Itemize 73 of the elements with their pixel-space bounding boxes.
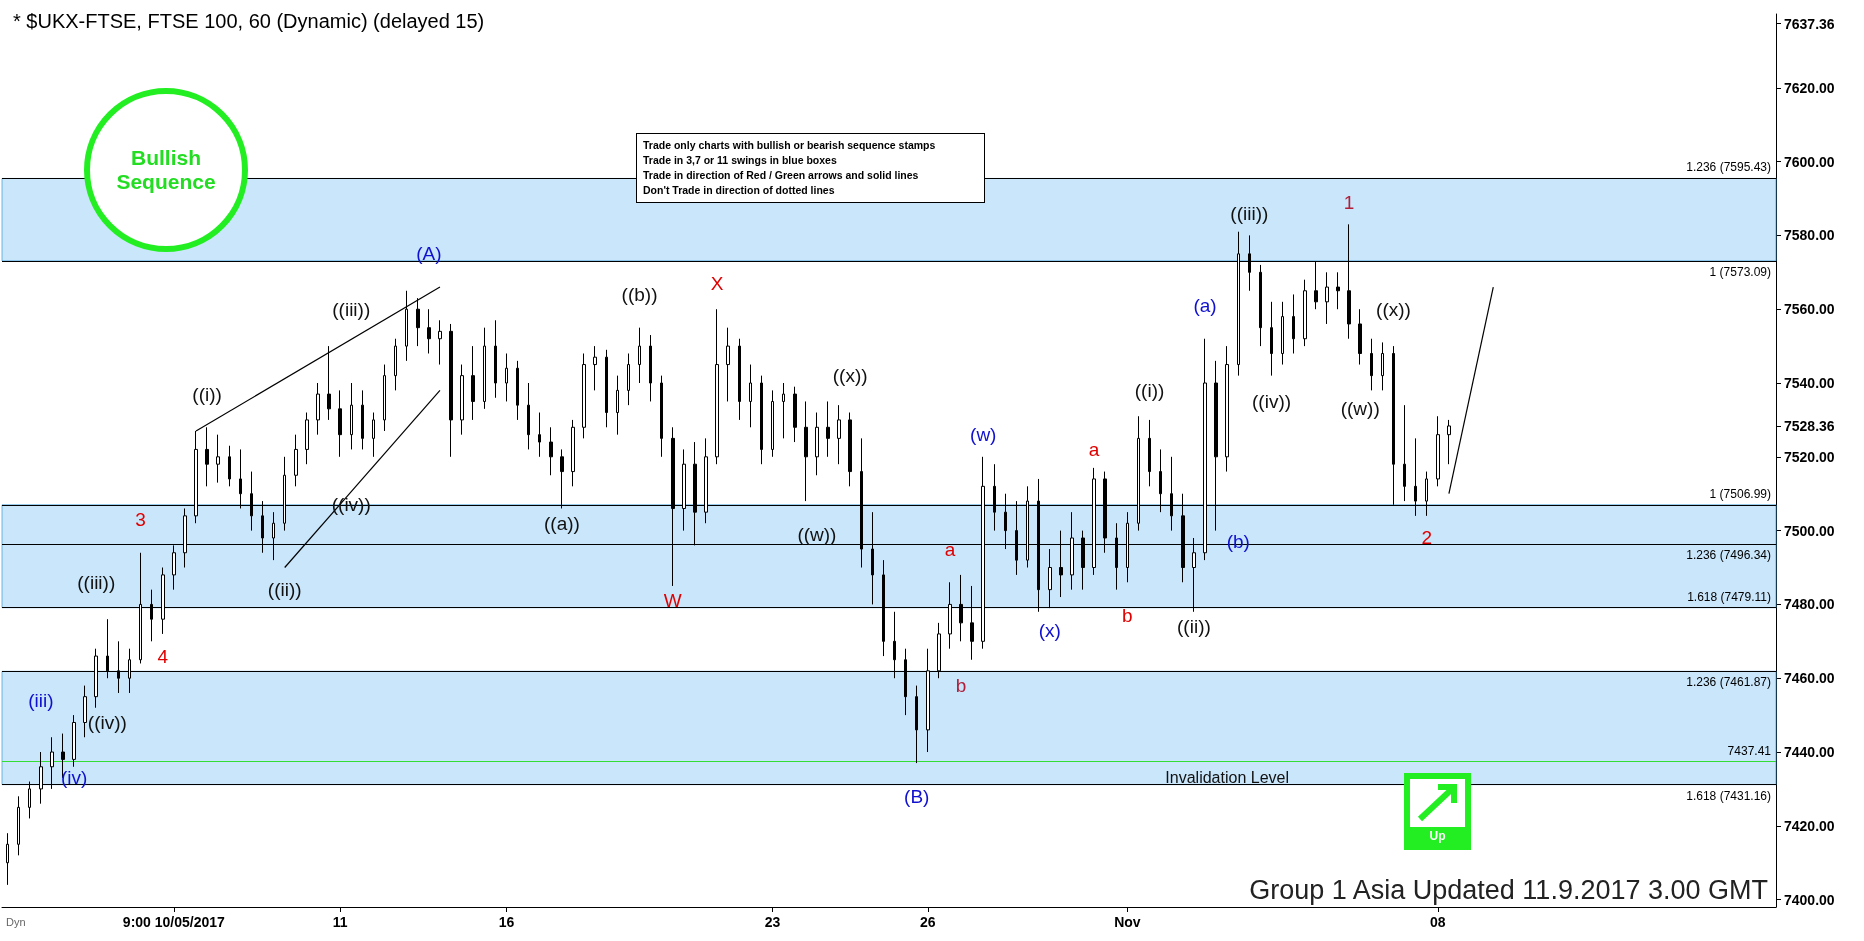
annotation: ((iv)) (1252, 390, 1292, 412)
x-tick-label: 11 (332, 914, 348, 930)
annotation: Trade in 3,7 or 11 swings in blue boxes (643, 153, 838, 168)
text: Dyn (6, 916, 26, 928)
y-tick-label: 7500.00 (1784, 522, 1835, 539)
annotation: ((w)) (1340, 398, 1380, 420)
annotation: 1 (1343, 191, 1355, 213)
annotation: Trade in direction of Red / Green arrows and solid lines (643, 168, 920, 183)
annotation: (iii) (28, 689, 54, 711)
annotation: (A) (416, 243, 442, 265)
annotation: ((i)) (1134, 379, 1165, 401)
annotation: Bullish Sequence (115, 146, 217, 194)
annotation: ((iv)) (87, 712, 127, 733)
annotation: b (955, 675, 967, 697)
y-tick-label: 7400.00 (1784, 891, 1835, 908)
ref-line-label: 1.236 (7496.34) (1686, 548, 1771, 563)
annotation: (x) (1038, 619, 1061, 641)
annotation: X (710, 272, 724, 294)
ref-line-label: 1 (7573.09) (1709, 264, 1771, 279)
annotation: 2 (1421, 527, 1433, 549)
y-tick-label: 7560.00 (1784, 301, 1835, 318)
annotation: (a) (1193, 295, 1217, 317)
annotation: Don't Trade in direction of dotted lines (643, 183, 836, 198)
y-tick-label: 7580.00 (1784, 227, 1835, 244)
x-tick-label: 08 (1430, 914, 1446, 930)
y-tick-label: 7420.00 (1784, 817, 1835, 834)
x-tick-label: 9:00 10/05/2017 (122, 914, 226, 930)
x-tick-label: Nov (1114, 914, 1141, 930)
annotation: ((i)) (192, 383, 222, 405)
annotation: Invalidation Level (1165, 769, 1289, 787)
y-tick-label: 7600.00 (1784, 153, 1835, 170)
annotation: (B) (904, 785, 930, 807)
ref-line-label: 1.618 (7431.16) (1686, 788, 1771, 803)
annotation: ((iii)) (332, 298, 371, 320)
annotation: ((ii)) (1177, 616, 1211, 638)
annotation: ((b)) (621, 283, 658, 305)
ref-line-label: 1.236 (7461.87) (1686, 675, 1771, 690)
x-tick-label: 23 (764, 914, 781, 930)
annotation: Trade only charts with bullish or bearish sequence stamps (643, 138, 937, 153)
annotation: ((w)) (797, 523, 837, 545)
annotation: Group 1 Asia Updated 11.9.2017 3.00 GMT (1249, 875, 1768, 906)
annotation: b (1122, 604, 1133, 626)
ref-line-label: 1 (7506.99) (1709, 486, 1771, 501)
ref-line-label: 1.618 (7479.11) (1687, 589, 1771, 604)
annotation: ((x)) (1376, 298, 1411, 320)
x-tick-label: 16 (498, 914, 515, 930)
annotation: a (944, 538, 956, 560)
y-tick-label: 7637.36 (1784, 15, 1835, 32)
y-tick-label: 7620.00 (1784, 79, 1835, 96)
annotation: (w) (970, 424, 997, 446)
y-tick-label: 7540.00 (1784, 375, 1835, 392)
annotation: Up (1428, 829, 1447, 843)
ref-line-label: 1.236 (7595.43) (1686, 160, 1771, 175)
annotation: ((iii)) (77, 571, 116, 593)
y-tick-label: 7528.36 (1784, 417, 1835, 434)
annotation: a (1088, 438, 1100, 460)
ring-badge: Bullish Sequence (84, 88, 248, 252)
annotation: W (663, 590, 682, 612)
annotation: 3 (135, 509, 146, 531)
sign-panel: Up (1404, 773, 1471, 850)
annotation: (iv) (60, 767, 88, 789)
annotation: ((ii)) (267, 579, 302, 601)
ref-line-label: 7437.41 (1727, 743, 1772, 758)
annotation: ((x)) (832, 365, 868, 387)
annotation: 4 (157, 645, 169, 667)
chart-title: * $UKX-FTSE, FTSE 100, 60 (Dynamic) (delayed 15) (13, 10, 485, 32)
y-tick-label: 7460.00 (1784, 670, 1835, 687)
y-tick-label: 7440.00 (1784, 744, 1835, 761)
annotation: ((iii)) (1230, 202, 1269, 224)
y-tick-label: 7480.00 (1784, 596, 1835, 613)
x-tick-label: 26 (920, 914, 936, 930)
y-tick-label: 7520.00 (1784, 448, 1835, 465)
annotation: ((a)) (543, 512, 580, 534)
